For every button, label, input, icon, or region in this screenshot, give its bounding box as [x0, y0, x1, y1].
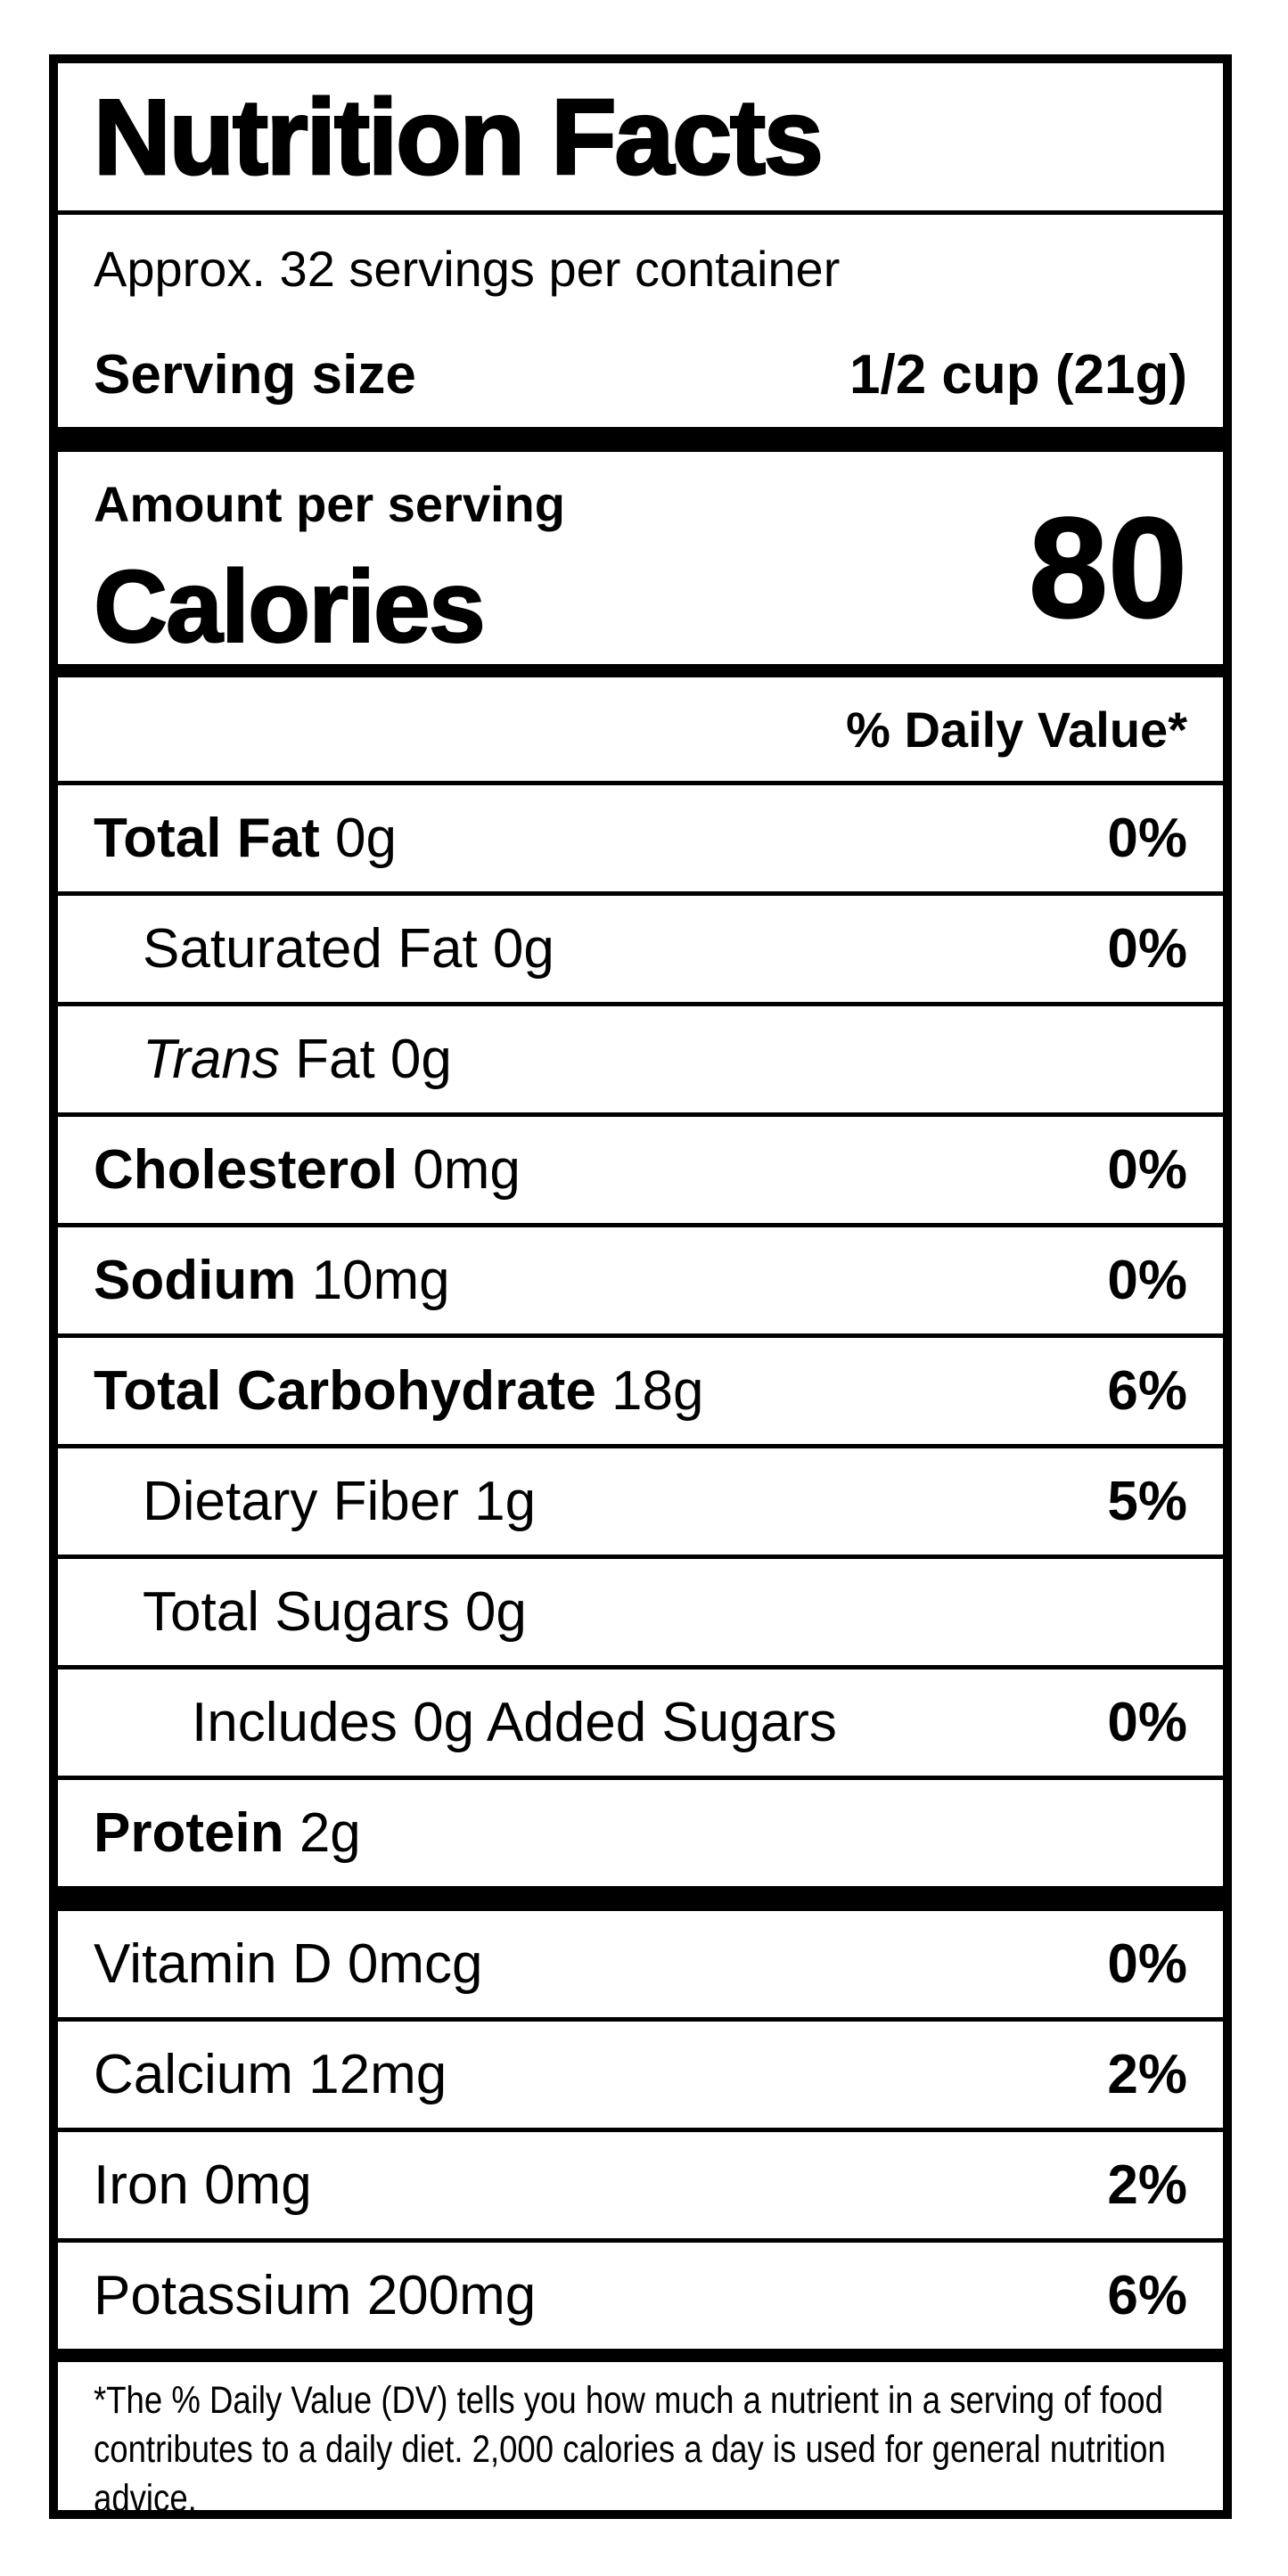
nutrient-row-potassium: Potassium 200mg 6%: [58, 2243, 1223, 2349]
nutrient-amount: 0mg: [204, 2154, 312, 2216]
daily-value-header: % Daily Value*: [846, 701, 1187, 758]
nutrient-name: Calcium: [94, 2044, 293, 2105]
label-title-row: Nutrition Facts: [58, 63, 1223, 215]
nutrient-name: Iron: [94, 2154, 189, 2216]
nutrient-row-total-fat: Total Fat 0g 0%: [58, 785, 1223, 896]
nutrient-name: Dietary Fiber: [143, 1471, 459, 1532]
nutrient-row-sodium: Sodium 10mg 0%: [58, 1227, 1223, 1338]
nutrient-amount: 18g: [611, 1360, 704, 1422]
nutrient-amount: 200mg: [366, 2265, 537, 2326]
section-divider-thick: [58, 1886, 1223, 1911]
nutrient-dv: 0%: [1107, 1692, 1187, 1753]
section-divider-medium: [58, 2349, 1223, 2362]
nutrient-amount: Fat 0g: [295, 1029, 452, 1090]
nutrient-amount: 12mg: [308, 2044, 447, 2105]
nutrient-dv: 6%: [1107, 2265, 1187, 2326]
nutrient-name: Cholesterol: [94, 1139, 398, 1201]
nutrient-row-trans-fat: Trans Fat 0g: [58, 1006, 1223, 1117]
nutrient-amount: 1g: [474, 1471, 537, 1532]
nutrient-dv: 5%: [1107, 1471, 1187, 1532]
calories-section: Amount per serving Calories 80: [58, 452, 1223, 664]
nutrient-amount: 2g: [299, 1802, 361, 1864]
nutrient-amount: 10mg: [311, 1250, 450, 1311]
nutrient-row-vitamin-d: Vitamin D 0mcg 0%: [58, 1911, 1223, 2022]
nutrient-name: Total Sugars: [143, 1581, 450, 1643]
nutrient-dv: 2%: [1107, 2044, 1187, 2105]
serving-size-row: Serving size 1/2 cup (21g): [58, 322, 1223, 427]
nutrient-name: Saturated Fat: [143, 918, 478, 980]
nutrient-amount: 0mg: [413, 1139, 521, 1201]
nutrient-row-added-sugars: Includes 0g Added Sugars 0%: [58, 1669, 1223, 1780]
serving-size-label: Serving size: [94, 343, 416, 406]
nutrient-dv: 0%: [1107, 1933, 1187, 1995]
nutrient-name: Total Fat: [94, 808, 320, 869]
nutrient-dv: 0%: [1107, 1139, 1187, 1201]
amount-per-serving-label: Amount per serving: [94, 476, 565, 532]
nutrient-dv: 0%: [1107, 808, 1187, 869]
calories-value: 80: [1028, 488, 1188, 647]
nutrient-name: Protein: [94, 1802, 284, 1864]
nutrient-row-cholesterol: Cholesterol 0mg 0%: [58, 1117, 1223, 1227]
nutrient-name: Sodium: [94, 1250, 297, 1311]
nutrient-amount: 0g: [464, 1581, 527, 1643]
nutrient-dv: 6%: [1107, 1360, 1187, 1422]
nutrient-row-calcium: Calcium 12mg 2%: [58, 2022, 1223, 2132]
nutrient-amount: 0g: [334, 808, 397, 869]
section-divider-medium: [58, 664, 1223, 677]
calories-label: Calories: [93, 550, 487, 664]
nutrient-dv: 0%: [1107, 918, 1187, 980]
nutrition-facts-label: Nutrition Facts Approx. 32 servings per …: [49, 54, 1232, 2519]
daily-value-header-row: % Daily Value*: [58, 677, 1223, 785]
nutrient-row-dietary-fiber: Dietary Fiber 1g 5%: [58, 1448, 1223, 1559]
serving-size-value: 1/2 cup (21g): [849, 343, 1187, 406]
nutrient-name: Vitamin D: [94, 1933, 332, 1995]
nutrient-row-saturated-fat: Saturated Fat 0g 0%: [58, 896, 1223, 1006]
nutrient-dv: 2%: [1107, 2154, 1187, 2216]
nutrient-row-protein: Protein 2g: [58, 1780, 1223, 1886]
label-title: Nutrition Facts: [93, 76, 825, 198]
nutrient-name: Includes 0g Added Sugars: [192, 1692, 837, 1753]
nutrient-amount: 0g: [492, 918, 554, 980]
servings-per-container: Approx. 32 servings per container: [58, 215, 1223, 322]
nutrient-dv: 0%: [1107, 1250, 1187, 1311]
nutrient-row-iron: Iron 0mg 2%: [58, 2132, 1223, 2243]
footnote: *The % Daily Value (DV) tells you how mu…: [58, 2362, 1223, 2510]
nutrient-name: Total Carbohydrate: [94, 1360, 596, 1422]
section-divider-thick: [58, 427, 1223, 452]
nutrient-amount: 0mcg: [347, 1933, 483, 1995]
nutrient-row-total-carbohydrate: Total Carbohydrate 18g 6%: [58, 1338, 1223, 1448]
footnote-text: *The % Daily Value (DV) tells you how mu…: [94, 2379, 1166, 2510]
nutrient-name: Potassium: [94, 2265, 352, 2326]
nutrient-row-total-sugars: Total Sugars 0g: [58, 1559, 1223, 1669]
nutrient-name: Trans: [143, 1029, 280, 1090]
servings-per-container-text: Approx. 32 servings per container: [94, 240, 841, 297]
